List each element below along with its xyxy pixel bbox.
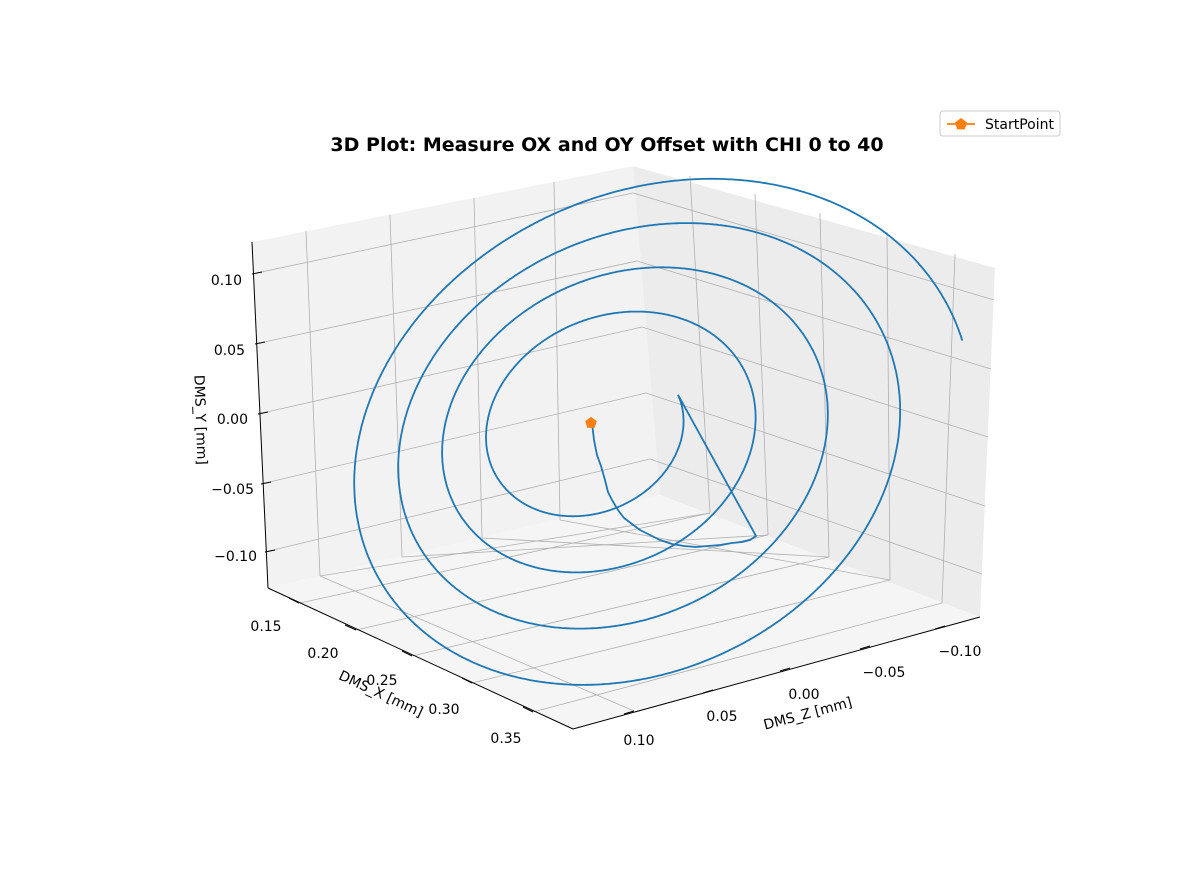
- y-tick-label: −0.10: [214, 549, 257, 565]
- trajectory-series: [353, 177, 964, 686]
- legend-label: StartPoint: [985, 117, 1054, 133]
- y-tick-label: 0.10: [211, 273, 242, 289]
- start-point-marker: [585, 416, 597, 428]
- x-tick-label: 0.20: [307, 646, 338, 662]
- chart-title: 3D Plot: Measure OX and OY Offset with C…: [330, 134, 883, 156]
- legend: StartPoint: [939, 110, 1061, 137]
- z-tick-label: 0.00: [788, 687, 819, 703]
- legend-marker: [955, 118, 967, 130]
- z-axis-ticks: [623, 625, 946, 715]
- y-tick-label: −0.05: [211, 482, 254, 498]
- y-axis-ticks: [251, 271, 276, 553]
- legend-box: [939, 110, 1061, 137]
- pane-floor: [268, 495, 980, 729]
- y-axis-label: DMS_Y [mm]: [190, 375, 209, 465]
- x-axis-ticks: [288, 597, 534, 713]
- axis-lines: [251, 241, 981, 730]
- z-tick-label: −0.05: [863, 665, 906, 681]
- z-tick-label: 0.10: [623, 733, 654, 749]
- x-tick-label: 0.35: [490, 731, 521, 747]
- y-tick-label: 0.00: [217, 412, 248, 428]
- pane-back: [633, 166, 995, 617]
- x-tick-label: 0.25: [366, 673, 397, 689]
- y-tick-label: 0.05: [214, 343, 245, 359]
- start-point-pentagon: [585, 416, 597, 428]
- z-tick-label: 0.05: [706, 709, 737, 725]
- x-tick-label: 0.15: [250, 619, 281, 635]
- z-tick-label: −0.10: [939, 644, 982, 660]
- x-tick-label: 0.30: [428, 702, 459, 718]
